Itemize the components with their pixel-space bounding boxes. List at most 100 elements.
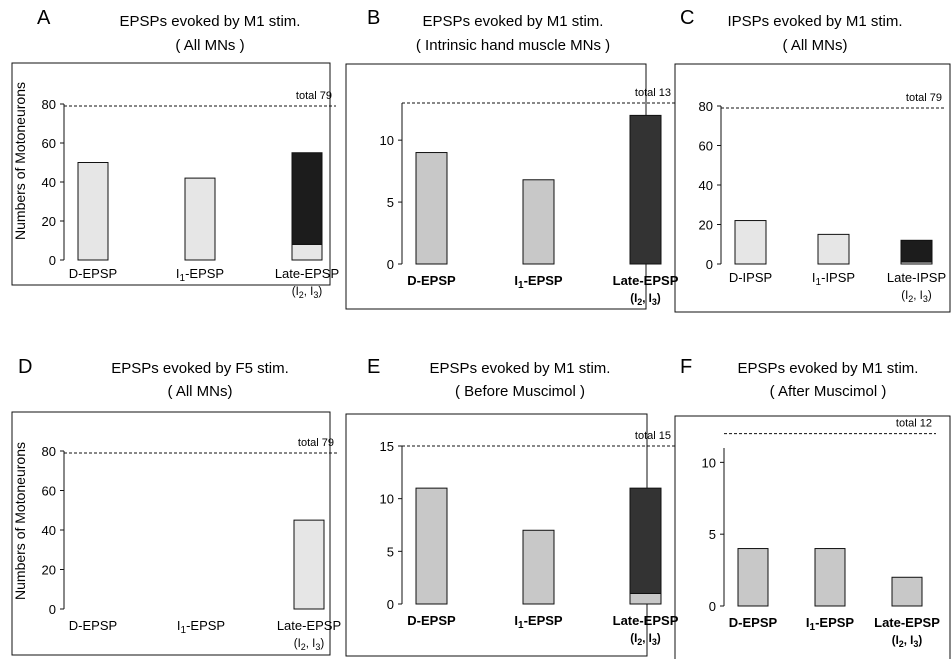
bar <box>291 243 323 261</box>
x-tick-label: D-EPSP <box>407 613 456 628</box>
x-tick-label: D-EPSP <box>69 266 117 281</box>
plot-frame <box>345 63 647 310</box>
plot-frame <box>11 62 331 286</box>
y-axis-title: Numbers of Motoneurons <box>12 82 28 240</box>
x-tick-label: Late-EPSP <box>613 273 679 288</box>
x-tick-label: I1-EPSP <box>514 613 563 631</box>
total-label: total 13 <box>635 87 671 99</box>
bar <box>293 519 325 610</box>
bar <box>629 487 662 594</box>
y-tick-label: 5 <box>709 527 716 542</box>
bar <box>415 152 448 265</box>
y-tick-label: 20 <box>699 218 713 233</box>
x-tick-label: I1-EPSP <box>177 618 225 636</box>
y-tick-label: 40 <box>699 178 713 193</box>
panel-letter: A <box>37 7 51 29</box>
x-tick-label: D-EPSP <box>69 618 117 633</box>
y-tick-label: 10 <box>380 492 394 507</box>
panel-b: B EPSPs evoked by M1 stim. ( Intrinsic han… <box>345 7 679 310</box>
y-tick-label: 0 <box>709 599 716 614</box>
y-tick-label: 10 <box>702 455 716 470</box>
panel-letter: D <box>18 356 32 378</box>
y-tick-label: 20 <box>42 563 56 578</box>
panel-title: EPSPs evoked by M1 stim. <box>423 13 604 30</box>
panel-title: EPSPs evoked by F5 stim. <box>111 360 289 377</box>
bar <box>291 152 323 245</box>
y-tick-label: 40 <box>42 523 56 538</box>
total-label: total 79 <box>296 90 332 102</box>
x-tick-label: Late-EPSP <box>277 618 341 633</box>
x-tick-label: D-IPSP <box>729 270 772 285</box>
x-tick-label-sub: (I2, I3) <box>292 286 323 300</box>
bar <box>814 548 846 607</box>
y-tick-label: 5 <box>387 195 394 210</box>
panel-title: EPSPs evoked by M1 stim. <box>120 13 301 30</box>
panel-subtitle: ( After Muscimol ) <box>770 383 887 400</box>
bar <box>522 179 555 265</box>
y-tick-label: 80 <box>699 99 713 114</box>
x-tick-label: I1-EPSP <box>514 273 563 291</box>
bar <box>891 576 923 607</box>
x-tick-label: Late-EPSP <box>874 615 940 630</box>
x-tick-label: Late-EPSP <box>613 613 679 628</box>
panel-title: EPSPs evoked by M1 stim. <box>738 360 919 377</box>
bar <box>629 592 662 605</box>
y-tick-label: 20 <box>42 214 56 229</box>
x-tick-label-sub: (I2, I3) <box>294 638 325 652</box>
panel-d: D EPSPs evoked by F5 stim. ( All MNs) 0 20 40… <box>11 356 341 656</box>
panel-subtitle: ( Before Muscimol ) <box>455 383 585 400</box>
total-label: total 15 <box>635 430 671 442</box>
bar <box>415 487 448 605</box>
y-axis-title: Numbers of Motoneurons <box>12 442 28 600</box>
panel-subtitle: ( All MNs) <box>168 383 233 400</box>
x-tick-label: I1-IPSP <box>812 270 855 288</box>
y-tick-label: 60 <box>42 484 56 499</box>
panel-c: C IPSPs evoked by M1 stim. ( All MNs) 0 20 40… <box>674 7 951 313</box>
bar <box>734 220 767 265</box>
bar <box>77 162 109 261</box>
bar <box>629 114 662 265</box>
panel-letter: E <box>367 356 380 378</box>
x-tick-label-sub: (I2, I3) <box>630 293 661 307</box>
x-tick-label: D-EPSP <box>729 615 778 630</box>
bar <box>737 548 769 607</box>
y-tick-label: 60 <box>42 136 56 151</box>
panel-subtitle: ( All MNs ) <box>175 37 244 54</box>
total-label: total 79 <box>298 437 334 449</box>
x-tick-label-sub: (I2, I3) <box>630 633 661 647</box>
plot-frame <box>674 415 951 659</box>
bar <box>900 239 933 263</box>
y-tick-label: 80 <box>42 444 56 459</box>
total-label: total 79 <box>906 92 942 104</box>
x-tick-label: I1-EPSP <box>806 615 855 633</box>
y-tick-label: 5 <box>387 544 394 559</box>
panel-letter: C <box>680 7 694 29</box>
panel-f: F EPSPs evoked by M1 stim. ( After Muscimo… <box>674 356 951 659</box>
panel-subtitle: ( All MNs) <box>783 37 848 54</box>
y-tick-label: 10 <box>380 133 394 148</box>
total-label: total 12 <box>896 418 932 430</box>
y-tick-label: 80 <box>42 97 56 112</box>
y-tick-label: 0 <box>706 257 713 272</box>
y-tick-label: 15 <box>380 439 394 454</box>
x-tick-label: Late-EPSP <box>275 266 339 281</box>
x-tick-label-sub: (I2, I3) <box>901 290 932 304</box>
bar <box>184 177 216 261</box>
bar <box>522 529 555 605</box>
panel-subtitle: ( Intrinsic hand muscle MNs ) <box>416 37 610 54</box>
bar <box>817 233 850 265</box>
y-tick-label: 0 <box>49 602 56 617</box>
y-tick-label: 40 <box>42 175 56 190</box>
panel-title: EPSPs evoked by M1 stim. <box>430 360 611 377</box>
panel-e: E EPSPs evoked by M1 stim. ( Before Muscim… <box>345 356 679 657</box>
y-tick-label: 0 <box>387 597 394 612</box>
plot-frame <box>674 63 951 313</box>
y-tick-label: 60 <box>699 139 713 154</box>
x-tick-label: D-EPSP <box>407 273 456 288</box>
x-tick-label: Late-IPSP <box>887 270 946 285</box>
y-tick-label: 0 <box>49 253 56 268</box>
plot-frame <box>11 411 331 656</box>
panel-letter: B <box>367 7 380 29</box>
panel-a: A EPSPs evoked by M1 stim. ( All MNs ) 0 20 4… <box>11 7 339 300</box>
